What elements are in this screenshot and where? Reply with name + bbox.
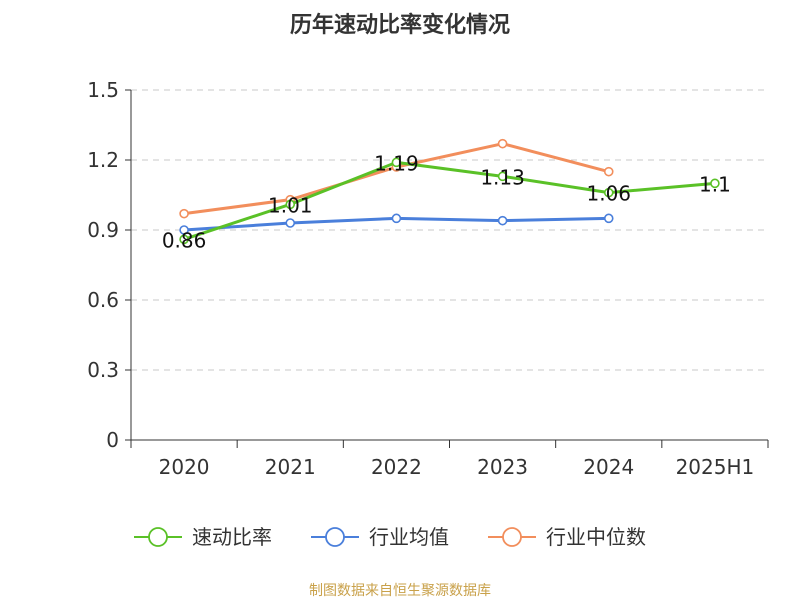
data-point xyxy=(179,234,189,245)
legend-marker xyxy=(502,527,522,547)
legend-label: 行业均值 xyxy=(369,525,449,549)
legend-marker xyxy=(148,527,168,547)
chart-title: 历年速动比率变化情况 xyxy=(290,12,510,38)
data-label: 1.01 xyxy=(268,193,313,217)
data-point xyxy=(391,213,402,224)
y-tick-label: 1.2 xyxy=(87,148,119,172)
x-tick-label: 2020 xyxy=(159,455,210,479)
y-tick-label: 0.9 xyxy=(87,218,119,242)
data-label: 1.19 xyxy=(374,151,419,175)
legend-label: 速动比率 xyxy=(192,525,272,549)
data-point xyxy=(603,166,614,177)
data-point xyxy=(603,213,614,224)
data-point xyxy=(285,199,296,210)
data-label: 1.13 xyxy=(480,165,525,189)
x-tick-label: 2024 xyxy=(583,455,634,479)
legend: 速动比率 行业均值 行业中位数 xyxy=(134,525,646,549)
data-point xyxy=(603,187,614,198)
data-point xyxy=(179,208,189,219)
y-tick-label: 0.6 xyxy=(87,288,119,312)
grid-lines xyxy=(131,89,768,371)
data-point xyxy=(391,157,402,168)
data-label: 1.1 xyxy=(699,172,731,196)
data-label: 1.06 xyxy=(586,182,631,206)
y-tick-label: 0 xyxy=(106,428,119,452)
data-point xyxy=(179,225,189,235)
x-tick-label: 2021 xyxy=(265,455,316,479)
legend-marker xyxy=(325,527,345,547)
legend-label: 行业中位数 xyxy=(546,525,646,549)
y-tick-label: 1.5 xyxy=(87,78,119,102)
series-line xyxy=(183,160,716,241)
data-point xyxy=(285,218,296,228)
x-tick-label: 2025H1 xyxy=(676,455,755,479)
x-tick-label: 2023 xyxy=(477,455,528,479)
data-point xyxy=(497,215,508,226)
x-tick-label: 2022 xyxy=(371,455,422,479)
series-lines xyxy=(179,138,720,245)
source-note: 制图数据来自恒生聚源数据库 xyxy=(309,583,491,599)
data-labels: 0.86 1.01 1.19 1.13 1.06 1.1 xyxy=(162,151,731,252)
data-point xyxy=(497,171,508,182)
data-point xyxy=(497,138,508,149)
y-tick-label: 0.3 xyxy=(87,358,119,382)
data-point xyxy=(710,178,720,189)
data-label: 0.86 xyxy=(162,228,207,252)
axes: 0 0.3 0.6 0.9 1.2 1.5 2020 2021 2022 2023 2024 2025… xyxy=(87,78,769,479)
